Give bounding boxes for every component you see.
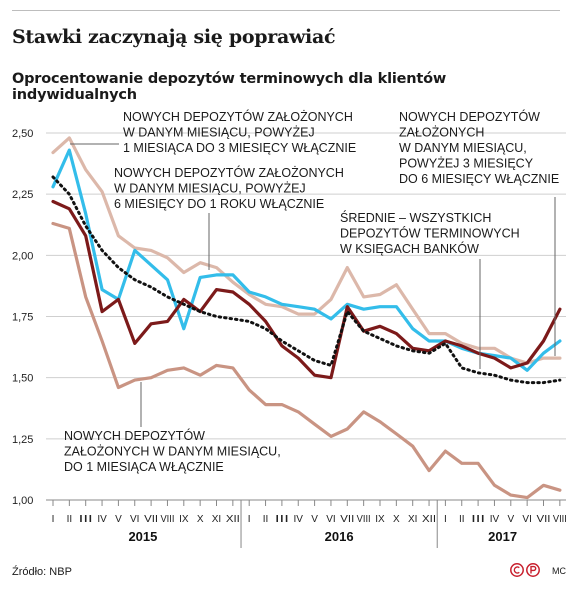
x-tick-label: XI — [408, 514, 417, 525]
x-tick-label: II — [67, 514, 73, 525]
series-label-line: DEPOZYTÓW TERMINOWYCH — [340, 226, 520, 241]
series-line-do-1-miesiaca — [51, 221, 562, 500]
series-labels: NOWYCH DEPOZYTÓW ZAŁOŻONYCH W DANYM MIESI… — [64, 109, 559, 474]
y-tick-label: 1,25 — [12, 434, 33, 446]
y-tick-label: 1,00 — [12, 495, 33, 507]
series-lines — [51, 136, 562, 500]
x-tick-label: IV — [97, 514, 107, 525]
y-tick-label: 1,50 — [12, 373, 33, 385]
rights-icons — [510, 563, 540, 577]
series-label-line: W DANYM MIESIĄCU, POWYŻEJ — [123, 126, 315, 140]
x-tick-label: X — [393, 514, 400, 525]
series-label-line: 6 MIESIĘCY DO 1 ROKU WŁĄCZNIE — [114, 197, 324, 211]
label-leader-lines — [70, 143, 556, 427]
y-tick-label: 2,50 — [12, 128, 33, 140]
series-label-3-6-miesiecy: NOWYCH DEPOZYTÓW ZAŁOŻONYCH W DANYM MIESIĄ… — [399, 109, 559, 186]
x-tick-label: I — [52, 514, 55, 525]
x-axis: I II III IV V VI VII VIII IX X XI XII I II III IV V VI VII… — [46, 499, 567, 548]
line-chart: 2,502,252,001,751,501,251,00 I II III IV V VI… — [12, 109, 567, 548]
chart-title: Stawki zaczynają się poprawiać — [12, 26, 336, 48]
x-tick-label: III — [79, 514, 93, 525]
year-label: 2017 — [488, 529, 517, 544]
x-tick-label: III — [471, 514, 485, 525]
x-tick-label: IV — [294, 514, 304, 525]
series-label-line: 1 MIESIĄCA DO 3 MIESIĘCY WŁĄCZNIE — [123, 141, 356, 155]
x-tick-label: V — [115, 514, 122, 525]
series-label-srednie: ŚREDNIE – WSZYSTKICH DEPOZYTÓW TERMINOWYC… — [340, 210, 520, 256]
series-label-line: ZAŁOŻONYCH — [399, 126, 484, 140]
author-initials: MC — [552, 566, 566, 576]
x-tick-label: I — [248, 514, 251, 525]
x-tick-label: VI — [130, 514, 139, 525]
series-label-line: W DANYM MIESIĄCU, — [399, 141, 527, 155]
x-tick-label: XII — [422, 514, 436, 525]
chart-subtitle: Oprocentowanie depozytów terminowych dla… — [12, 71, 447, 103]
x-tick-label: V — [311, 514, 318, 525]
source-note: Źródło: NBP — [12, 566, 72, 578]
series-label-line: ŚREDNIE – WSZYSTKICH — [340, 210, 491, 225]
top-rule — [12, 10, 560, 11]
series-label-do-1-miesiaca: NOWYCH DEPOZYTÓW ZAŁOŻONYCH W DANYM MIESI… — [64, 428, 281, 474]
year-label: 2015 — [128, 529, 157, 544]
x-tick-label: X — [197, 514, 204, 525]
series-label-line: NOWYCH DEPOZYTÓW ZAŁOŻONYCH — [123, 109, 353, 124]
x-tick-label: VIII — [160, 514, 174, 525]
x-tick-label: VIII — [553, 514, 567, 525]
series-label-line: DO 6 MIESIĘCY WŁĄCZNIE — [399, 172, 559, 186]
series-label-6-12-miesiecy: NOWYCH DEPOZYTÓW ZAŁOŻONYCH W DANYM MIESI… — [114, 165, 344, 211]
series-label-line: NOWYCH DEPOZYTÓW — [399, 109, 540, 124]
x-tick-label: V — [507, 514, 514, 525]
x-tick-label: I — [444, 514, 447, 525]
x-tick-label: VI — [326, 514, 335, 525]
series-label-line: ZAŁOŻONYCH W DANYM MIESIĄCU, — [64, 445, 281, 459]
x-tick-label: VII — [537, 514, 551, 525]
series-label-1-3-miesiecy: NOWYCH DEPOZYTÓW ZAŁOŻONYCH W DANYM MIESI… — [123, 109, 356, 155]
y-axis: 2,50 2,25 2,00 1,75 1,50 1,25 1,00 — [12, 128, 33, 507]
x-tick-label: II — [459, 514, 465, 525]
x-tick-label: XI — [212, 514, 221, 525]
x-tick-label: III — [275, 514, 289, 525]
publisher-p-icon — [526, 563, 540, 577]
y-tick-label: 2,25 — [12, 189, 33, 201]
x-tick-label: IX — [375, 514, 385, 525]
y-tick-label: 1,75 — [12, 312, 33, 324]
x-tick-label: VIII — [357, 514, 371, 525]
series-label-line: POWYŻEJ 3 MIESIĘCY — [399, 157, 534, 171]
series-label-line: W KSIĘGACH BANKÓW — [340, 241, 479, 256]
x-tick-label: IX — [179, 514, 189, 525]
series-label-line: NOWYCH DEPOZYTÓW ZAŁOŻONYCH — [114, 165, 344, 180]
series-line-srednie — [51, 175, 562, 385]
x-tick-label: VI — [522, 514, 531, 525]
series-label-line: DO 1 MIESIĄCA WŁĄCZNIE — [64, 460, 224, 474]
x-tick-label: II — [263, 514, 269, 525]
series-line-6-12-miesiecy — [51, 199, 562, 380]
copyright-icon — [510, 563, 524, 577]
x-tick-label: IV — [490, 514, 500, 525]
series-label-line: NOWYCH DEPOZYTÓW — [64, 428, 205, 443]
series-label-line: W DANYM MIESIĄCU, POWYŻEJ — [114, 182, 306, 196]
x-tick-label: XII — [226, 514, 240, 525]
year-label: 2016 — [325, 529, 354, 544]
x-tick-label: VII — [340, 514, 354, 525]
y-tick-label: 2,00 — [12, 250, 33, 262]
series-line-3-6-miesiecy — [51, 136, 562, 365]
x-tick-label: VII — [144, 514, 158, 525]
